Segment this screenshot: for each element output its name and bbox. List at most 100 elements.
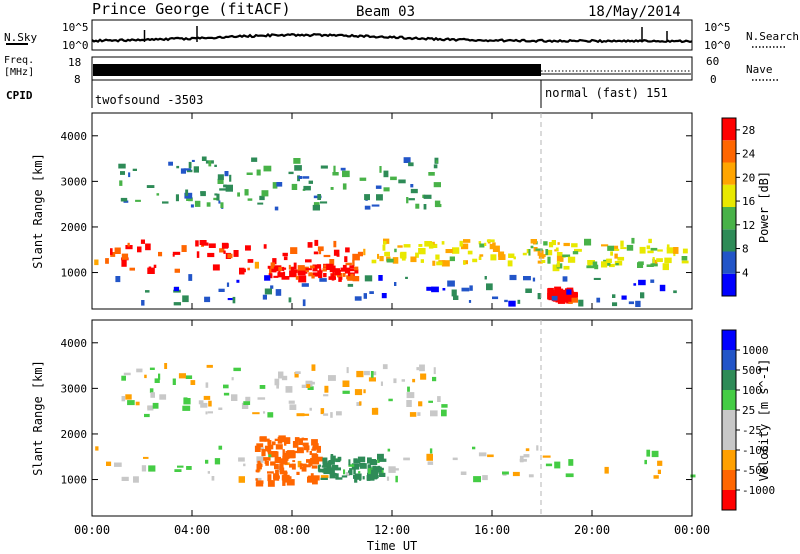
data-cell <box>158 251 163 257</box>
y-tick-label: 4000 <box>61 337 88 350</box>
data-cell <box>331 464 339 471</box>
data-cell <box>664 257 672 264</box>
data-cell <box>274 456 281 464</box>
data-cell <box>264 459 267 464</box>
data-cell <box>537 260 543 264</box>
data-cell <box>318 272 323 279</box>
data-cell <box>388 398 393 402</box>
data-cell <box>145 243 151 251</box>
data-cell <box>129 267 135 271</box>
data-cell <box>382 364 388 370</box>
data-cell <box>463 260 466 265</box>
data-cell <box>330 455 336 463</box>
data-cell <box>403 457 410 461</box>
data-cell <box>282 266 285 271</box>
data-cell <box>382 244 386 251</box>
data-cell <box>255 477 262 481</box>
data-cell <box>280 458 288 465</box>
data-cell <box>283 470 288 476</box>
data-cell <box>173 302 181 306</box>
data-cell <box>267 440 272 445</box>
data-cell <box>646 449 651 457</box>
data-cell <box>420 259 424 263</box>
data-cell <box>410 256 417 263</box>
data-cell <box>200 402 208 408</box>
data-cell <box>383 187 390 192</box>
data-cell <box>186 466 192 470</box>
data-cell <box>556 255 564 262</box>
data-cell <box>302 176 310 179</box>
data-cell <box>498 254 506 260</box>
data-cell <box>469 285 473 291</box>
data-cell <box>123 372 131 376</box>
data-cell <box>291 183 298 190</box>
data-cell <box>364 205 371 210</box>
data-cell <box>238 457 245 462</box>
data-cell <box>218 445 223 450</box>
data-cell <box>486 283 493 291</box>
data-cell <box>593 277 601 280</box>
data-cell <box>610 251 613 256</box>
data-cell <box>666 247 675 254</box>
data-cell <box>282 479 286 486</box>
data-cell <box>320 201 328 204</box>
data-cell <box>320 408 325 415</box>
data-cell <box>180 168 186 174</box>
data-cell <box>551 295 558 301</box>
data-cell <box>198 400 204 405</box>
data-cell <box>366 475 375 481</box>
data-cell <box>386 258 394 263</box>
data-cell <box>433 164 438 169</box>
data-cell <box>272 258 277 265</box>
data-cell <box>392 257 399 264</box>
data-cell <box>218 407 223 410</box>
velocity-colorbar-label: Velocity [m s^-1] <box>757 359 771 482</box>
power-y-axis-label: Slant Range [km] <box>31 153 45 269</box>
data-cell <box>484 242 487 246</box>
data-cell <box>135 199 141 202</box>
cpid-label: CPID <box>6 89 33 102</box>
data-cell <box>190 380 196 385</box>
data-cell <box>412 378 416 383</box>
data-cell <box>301 283 309 287</box>
data-cell <box>418 401 423 407</box>
data-cell <box>306 459 313 463</box>
data-cell <box>147 405 154 411</box>
data-cell <box>525 448 530 452</box>
data-cell <box>504 299 508 303</box>
data-cell <box>310 473 314 478</box>
data-cell <box>650 279 655 283</box>
data-cell <box>301 466 307 472</box>
data-cell <box>154 378 160 383</box>
data-cell <box>254 445 261 452</box>
data-cell <box>354 269 359 274</box>
power-colorbar-tick: 4 <box>742 266 749 279</box>
data-cell <box>379 256 384 262</box>
data-cell <box>352 253 360 261</box>
noise-left-tick-low: 10^0 <box>62 39 89 52</box>
velocity-y-axis: 1000 2000 3000 4000 <box>61 337 692 487</box>
data-cell <box>320 477 328 480</box>
data-cell <box>478 241 482 245</box>
data-cell <box>247 259 254 263</box>
power-colorbar: 4 8 12 16 20 24 28 Power [dB] <box>721 117 771 297</box>
data-cell <box>312 272 321 277</box>
data-cell <box>312 443 319 450</box>
data-cell <box>318 248 322 255</box>
data-cell <box>357 251 363 257</box>
data-cell <box>517 299 521 304</box>
data-cell <box>607 245 614 251</box>
data-cell <box>353 474 359 479</box>
data-cell <box>347 269 356 272</box>
data-cell <box>508 253 515 258</box>
data-cell <box>357 456 366 463</box>
power-colorbar-swatches <box>722 118 736 296</box>
data-cell <box>428 242 434 249</box>
data-cell <box>141 300 145 306</box>
data-cell <box>374 476 378 480</box>
data-cell <box>578 299 584 307</box>
data-cell <box>316 445 321 453</box>
data-cell <box>114 247 121 254</box>
data-cell <box>359 177 367 181</box>
